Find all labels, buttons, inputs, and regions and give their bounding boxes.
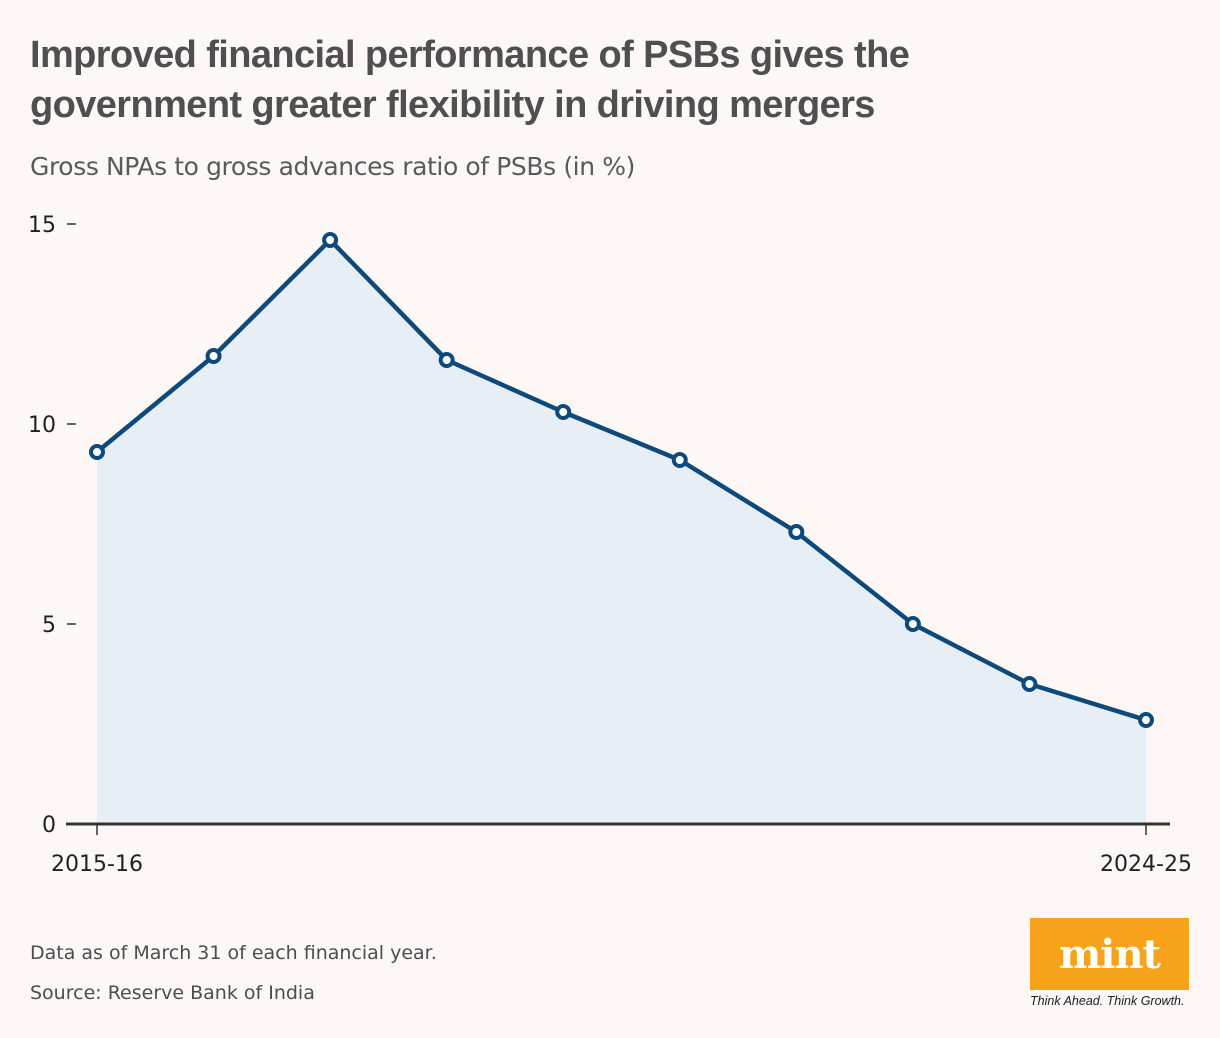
data-points [89, 232, 1154, 728]
y-tick-label: 0 [42, 813, 56, 838]
y-axis: 0 5 10 15 [28, 213, 76, 838]
data-point [904, 616, 921, 632]
data-point [1021, 676, 1038, 692]
area-chart: 0 5 10 15 2015-16 2024-25 [28, 213, 1192, 877]
data-note: Data as of March 31 of each financial ye… [30, 942, 437, 964]
data-point [438, 352, 455, 368]
logo-tagline: Think Ahead. Think Growth. [1030, 994, 1185, 1008]
area-fill [97, 240, 1146, 824]
data-point [671, 452, 688, 468]
x-axis: 2015-16 2024-25 [51, 824, 1192, 877]
data-point [555, 404, 572, 420]
y-tick-label: 5 [42, 613, 56, 638]
data-point [205, 348, 222, 364]
data-point [1138, 712, 1154, 728]
y-tick-label: 10 [28, 413, 56, 438]
data-point [89, 444, 105, 460]
series-line [94, 237, 1149, 723]
x-tick-label: 2015-16 [51, 852, 143, 877]
y-tick-label: 15 [28, 213, 56, 238]
mint-logo: mint [1030, 918, 1189, 990]
chart-title: Improved financial performance of PSBs g… [30, 34, 910, 126]
data-point [322, 232, 339, 248]
chart-subtitle: Gross NPAs to gross advances ratio of PS… [30, 152, 635, 181]
x-tick-label: 2024-25 [1100, 852, 1192, 877]
logo-text: mint [1058, 930, 1161, 978]
data-point [788, 524, 805, 540]
source-note: Source: Reserve Bank of India [30, 982, 315, 1004]
